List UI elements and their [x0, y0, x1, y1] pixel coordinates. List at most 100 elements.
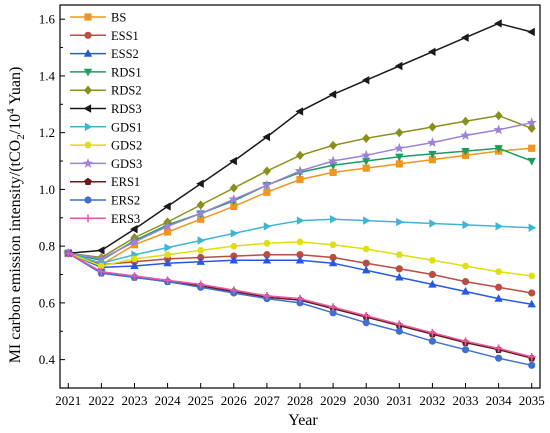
data-point [428, 328, 437, 337]
data-point [394, 61, 403, 71]
data-point [229, 286, 238, 294]
y-axis-title-main: MI carbon emission intensity/(tCO [7, 140, 24, 364]
data-point [97, 262, 106, 270]
data-point [163, 276, 172, 285]
legend-item: RDS2 [70, 84, 142, 98]
x-tick-label: 2032 [419, 393, 445, 408]
data-point [461, 278, 470, 286]
legend-label: ESS1 [111, 29, 139, 43]
data-point [527, 123, 536, 134]
x-axis-title: Year [288, 412, 318, 429]
y-axis-title-sub: 2 [15, 134, 27, 140]
data-point [494, 145, 503, 153]
data-point [362, 319, 370, 327]
legend-label: BS [111, 11, 126, 25]
data-point [361, 75, 370, 85]
data-point [461, 33, 469, 42]
data-point [228, 193, 240, 204]
legend-item: ESS2 [70, 47, 139, 61]
data-point [196, 179, 204, 188]
data-point [362, 164, 370, 172]
data-point [495, 283, 503, 291]
series-gds2 [64, 238, 536, 280]
data-point [261, 179, 273, 190]
data-point [394, 142, 405, 153]
data-point [263, 188, 271, 196]
data-point [494, 19, 502, 28]
y-axis-title-end: Yuan) [7, 67, 24, 109]
data-point [262, 255, 272, 264]
legend-swatch-marker [84, 196, 92, 204]
data-point [362, 265, 371, 274]
data-point [263, 291, 271, 300]
legend-swatch-marker [83, 85, 93, 95]
legend-label: ERS2 [111, 194, 140, 208]
x-tick-label: 2029 [320, 393, 346, 408]
data-point [329, 241, 337, 248]
y-tick-label: 0.8 [39, 239, 55, 254]
y-tick-label: 1.4 [39, 68, 56, 83]
data-point [196, 280, 205, 289]
x-tick-label: 2027 [254, 393, 281, 408]
data-point [363, 216, 371, 225]
axis-ticks: 2021 2022 2023 2024 2025 2026 2027 2028 2029 2030… [39, 12, 545, 408]
data-point [528, 144, 536, 152]
data-point [362, 133, 371, 143]
data-point [428, 270, 437, 279]
data-point [494, 111, 503, 121]
data-point [395, 265, 403, 273]
x-tick-label: 2021 [55, 393, 81, 408]
data-point [295, 255, 305, 264]
data-point [196, 257, 205, 265]
data-point [395, 320, 404, 329]
legend-swatch-marker [83, 68, 93, 77]
data-point [163, 202, 171, 211]
data-point [428, 122, 437, 132]
data-point [295, 150, 305, 160]
data-point [96, 246, 105, 255]
data-point [428, 279, 437, 288]
data-point [428, 257, 437, 264]
data-point [162, 220, 173, 231]
data-point [527, 157, 536, 166]
x-tick-label: 2030 [353, 393, 379, 408]
x-tick-label: 2023 [121, 393, 147, 408]
legend-label: RDS2 [111, 84, 142, 98]
data-point [395, 272, 404, 281]
legend-swatch-marker [84, 177, 92, 185]
legend-item: ERS2 [70, 194, 140, 208]
series-gds3 [63, 117, 537, 264]
data-point [461, 346, 470, 354]
data-point [163, 258, 172, 267]
y-axis-title-sup: 4 [5, 108, 17, 114]
legend-item: RDS3 [70, 102, 142, 116]
legend-item: GDS1 [70, 120, 142, 134]
y-tick-label: 0.4 [39, 352, 56, 367]
x-tick-label: 2034 [486, 393, 513, 408]
legend-item: ERS1 [70, 175, 140, 189]
data-point [428, 337, 437, 345]
legend-item: RDS1 [70, 65, 142, 79]
data-point [395, 160, 403, 168]
data-point [97, 267, 106, 276]
data-point [362, 245, 370, 253]
data-point [428, 150, 437, 159]
data-point [527, 27, 535, 37]
data-point [329, 168, 337, 176]
data-point [96, 253, 107, 264]
y-tick-label: 0.6 [39, 295, 56, 310]
data-point [296, 216, 305, 225]
data-point [495, 222, 504, 231]
legend-label: GDS2 [111, 139, 142, 153]
data-point [528, 361, 536, 369]
legend-label: RDS3 [111, 102, 142, 116]
data-point [528, 289, 536, 297]
legend-item: ESS1 [70, 29, 139, 43]
x-tick-label: 2035 [519, 393, 545, 408]
data-point [526, 117, 537, 128]
data-point [197, 236, 206, 245]
legend-swatch-marker [84, 13, 92, 21]
legend-label: RDS1 [111, 65, 142, 79]
data-point [462, 220, 471, 230]
data-point [461, 116, 470, 126]
